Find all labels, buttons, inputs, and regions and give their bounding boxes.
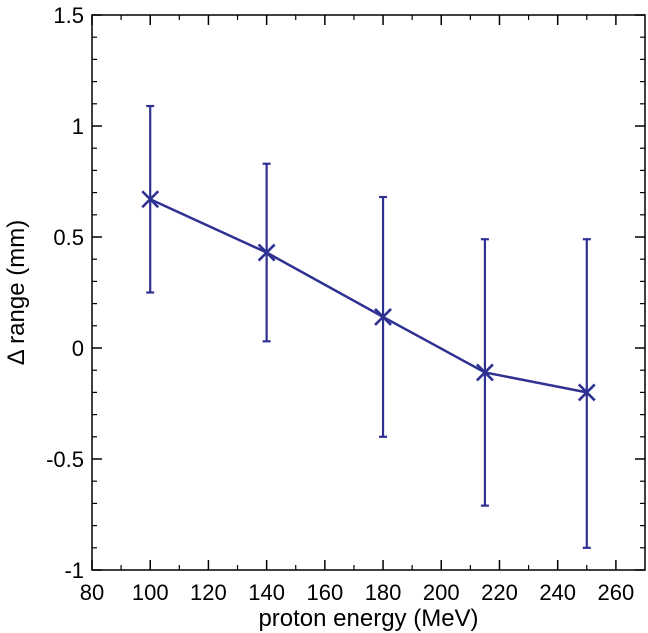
x-axis-label: proton energy (MeV)	[258, 605, 478, 632]
x-marker-stroke	[476, 363, 494, 382]
y-axis-ticks: -1 -0.5 0 0.5 1 1.5	[46, 3, 645, 583]
y-tick-label: 1.5	[53, 3, 84, 28]
x-tick-label: 180	[365, 580, 402, 605]
x-tick-label: 220	[481, 580, 518, 605]
y-tick-label: 0.5	[53, 225, 84, 250]
x-tick-label: 120	[190, 580, 227, 605]
x-tick-label: 240	[539, 580, 576, 605]
x-tick-label: 160	[306, 580, 343, 605]
data-markers	[141, 190, 596, 402]
y-axis-label: Δ range (mm)	[3, 220, 30, 365]
x-tick-label: 100	[132, 580, 169, 605]
x-tick-label: 140	[248, 580, 285, 605]
data-point	[141, 190, 160, 209]
series-line	[149, 198, 588, 394]
x-tick-label: 200	[423, 580, 460, 605]
x-axis-ticks: 80 100 120 140 160 180 200 220 240 260	[80, 15, 634, 605]
y-tick-label: 0	[72, 336, 84, 361]
x-tick-label: 80	[80, 580, 104, 605]
x-marker-stroke	[577, 383, 596, 402]
y-tick-label: -1	[64, 558, 84, 583]
x-marker-stroke	[141, 190, 160, 209]
x-marker-stroke	[374, 308, 392, 326]
y-tick-label: 1	[72, 114, 84, 139]
plot-frame	[91, 14, 646, 571]
x-tick-label: 260	[598, 580, 635, 605]
series-line-group	[149, 198, 588, 394]
x-marker-stroke	[257, 243, 276, 262]
data-point	[577, 383, 596, 402]
minor-ticks	[92, 15, 645, 570]
data-point	[374, 308, 392, 326]
data-point	[476, 363, 494, 382]
data-point	[257, 243, 276, 262]
plot-area	[91, 14, 646, 571]
y-tick-label: -0.5	[46, 447, 84, 472]
error-bars	[146, 104, 591, 549]
